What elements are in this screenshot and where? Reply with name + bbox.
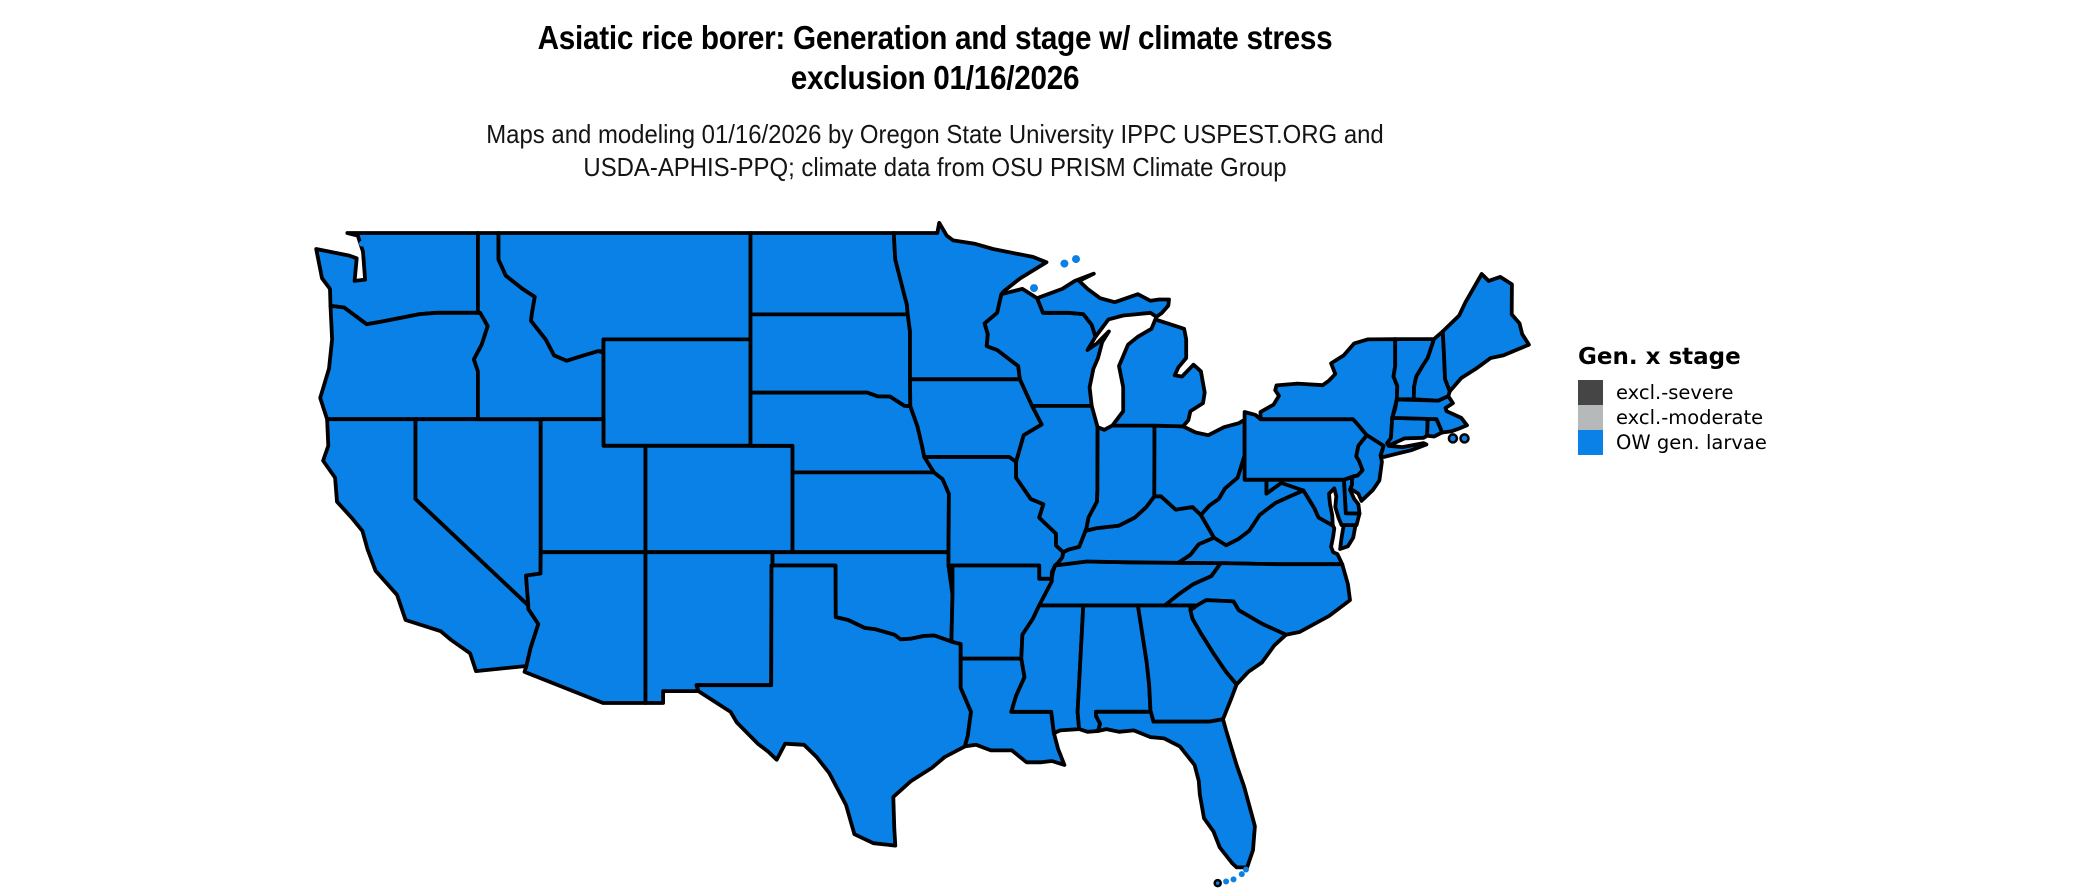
legend: Gen. x stage excl.-severe excl.-moderate O… <box>1578 344 1767 455</box>
island-dot <box>1072 255 1080 264</box>
state-nd <box>748 231 910 317</box>
island-dot <box>1238 871 1245 878</box>
state-az <box>522 550 648 705</box>
page-title-line1: Asiatic rice borer: Generation and stage… <box>537 19 1333 56</box>
header: Asiatic rice borer: Generation and stage… <box>0 18 1870 184</box>
legend-swatch <box>1578 380 1603 405</box>
island-dot <box>1243 866 1249 873</box>
state-miup <box>1035 271 1171 339</box>
legend-swatch <box>1578 430 1603 455</box>
subtitle-line2: USDA-APHIS-PPQ; climate data from OSU PR… <box>583 152 1287 182</box>
subtitle: Maps and modeling 01/16/2026 by Oregon S… <box>0 118 1870 184</box>
state-co <box>643 443 795 555</box>
state-nm <box>643 550 775 705</box>
island-dot <box>1230 876 1237 883</box>
state-pa <box>1242 410 1369 482</box>
island-dot <box>1060 259 1069 268</box>
legend-item-label: OW gen. larvae <box>1616 431 1767 454</box>
legend-item: OW gen. larvae <box>1578 430 1767 455</box>
state-vaes <box>1338 523 1358 551</box>
legend-item-label: excl.-moderate <box>1616 406 1764 429</box>
state-milow <box>1110 317 1207 429</box>
states-layer <box>314 221 1531 870</box>
island-dot <box>1030 284 1038 293</box>
island-dot <box>1459 433 1470 444</box>
state-ks <box>790 470 951 555</box>
page-title-line2: exclusion 01/16/2026 <box>790 59 1080 96</box>
legend-item: excl.-moderate <box>1578 405 1767 430</box>
state-sc <box>1188 598 1288 687</box>
legend-item: excl.-severe <box>1578 380 1767 405</box>
island-dot <box>1447 433 1459 444</box>
state-or <box>318 304 490 422</box>
island-dot <box>1223 878 1230 885</box>
state-wy <box>601 337 753 448</box>
state-ma <box>1390 394 1469 435</box>
legend-title: Gen. x stage <box>1578 344 1741 370</box>
state-me <box>1440 272 1531 394</box>
subtitle-line1: Maps and modeling 01/16/2026 by Oregon S… <box>486 119 1384 149</box>
legend-item-label: excl.-severe <box>1616 381 1734 404</box>
legend-items: excl.-severe excl.-moderate OW gen. larvae <box>1578 380 1767 455</box>
island-dot <box>359 240 365 247</box>
island-dot <box>1213 878 1222 888</box>
state-fl <box>1094 709 1257 870</box>
state-nj <box>1347 433 1386 503</box>
state-tx <box>694 563 973 848</box>
legend-swatch <box>1578 405 1603 430</box>
